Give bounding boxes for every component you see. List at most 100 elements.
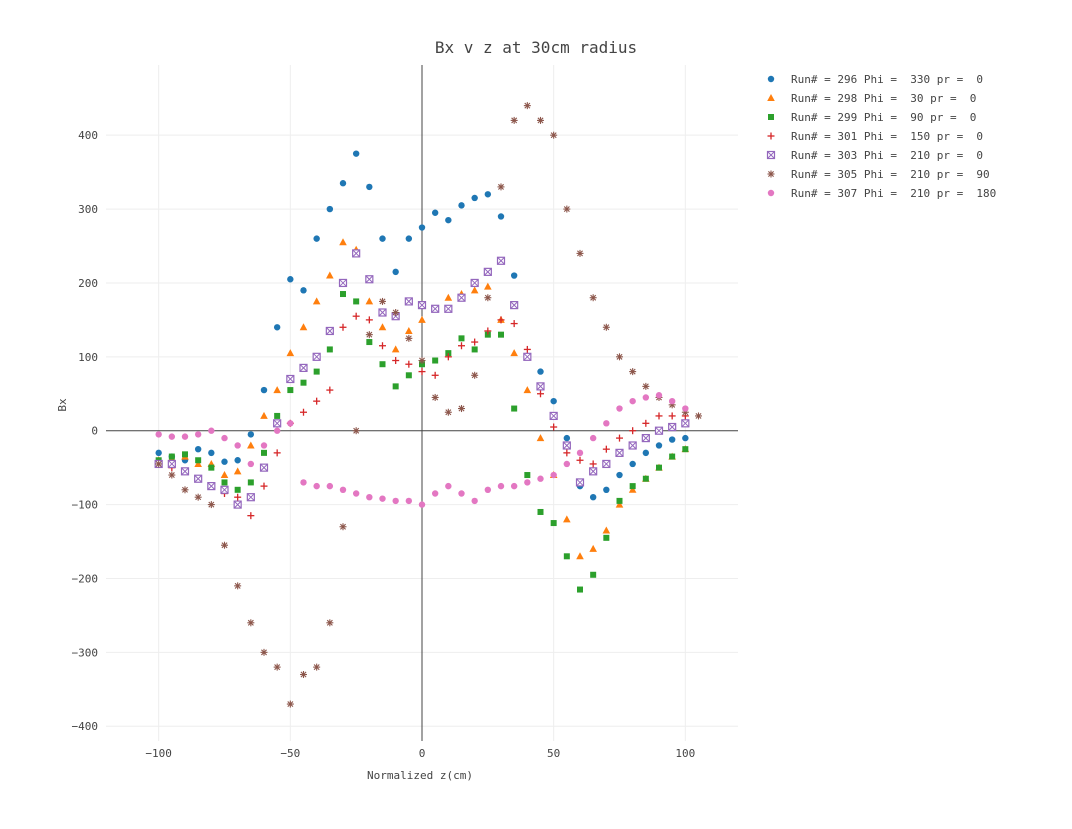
data-point bbox=[233, 467, 242, 475]
legend-item[interactable]: Run# = 305 Phi = 210 pr = 90 bbox=[767, 168, 990, 181]
data-point bbox=[629, 368, 637, 376]
data-point bbox=[167, 459, 176, 469]
data-point bbox=[510, 349, 518, 357]
data-point bbox=[563, 205, 571, 213]
data-point bbox=[668, 397, 676, 405]
data-point bbox=[550, 397, 557, 405]
data-point bbox=[353, 298, 360, 305]
legend-label: Run# = 299 Phi = 90 pr = 0 bbox=[791, 111, 976, 124]
data-point bbox=[682, 434, 689, 442]
data-point bbox=[563, 553, 570, 560]
data-point bbox=[524, 479, 531, 486]
data-point bbox=[312, 352, 321, 361]
legend-item[interactable]: Run# = 307 Phi = 210 pr = 180 bbox=[767, 187, 997, 200]
legend-item[interactable]: Run# = 299 Phi = 90 pr = 0 bbox=[768, 111, 976, 124]
data-point bbox=[523, 352, 532, 361]
data-point bbox=[550, 131, 558, 139]
legend-item[interactable]: Run# = 296 Phi = 330 pr = 0 bbox=[767, 73, 983, 86]
data-point bbox=[537, 475, 544, 482]
data-point bbox=[589, 467, 598, 476]
data-point bbox=[575, 478, 585, 487]
data-point bbox=[365, 316, 373, 324]
data-point bbox=[379, 495, 386, 502]
y-tick-label: 0 bbox=[91, 425, 98, 438]
data-point bbox=[589, 434, 597, 442]
data-point bbox=[668, 422, 677, 432]
data-point bbox=[340, 291, 346, 298]
data-point bbox=[405, 360, 413, 368]
data-point bbox=[260, 411, 268, 419]
data-point bbox=[458, 405, 465, 413]
data-point bbox=[616, 497, 623, 504]
legend-marker bbox=[766, 150, 776, 160]
data-point bbox=[274, 412, 281, 419]
data-point bbox=[510, 320, 518, 328]
data-point bbox=[246, 493, 255, 502]
data-point bbox=[510, 116, 518, 124]
data-point bbox=[458, 335, 465, 342]
legend-item[interactable]: Run# = 301 Phi = 150 pr = 0 bbox=[767, 130, 984, 143]
data-point bbox=[379, 297, 386, 305]
data-point bbox=[471, 338, 479, 346]
data-point bbox=[379, 361, 386, 368]
data-point bbox=[524, 472, 531, 479]
data-point bbox=[471, 497, 478, 505]
y-tick-label: −300 bbox=[72, 646, 99, 659]
data-point bbox=[168, 471, 176, 479]
legend-item[interactable]: Run# = 303 Phi = 210 pr = 0 bbox=[766, 149, 984, 162]
data-point bbox=[549, 411, 558, 421]
x-axis-title: Normalized z(cm) bbox=[367, 769, 473, 782]
data-point bbox=[221, 541, 228, 549]
data-point bbox=[431, 490, 439, 497]
data-point bbox=[628, 441, 637, 450]
data-point bbox=[287, 387, 294, 394]
data-point bbox=[470, 286, 479, 294]
data-point bbox=[180, 467, 190, 476]
legend-label: Run# = 305 Phi = 210 pr = 90 bbox=[791, 168, 990, 181]
data-point bbox=[589, 460, 597, 468]
data-point bbox=[181, 486, 189, 494]
data-point bbox=[378, 323, 387, 331]
data-point bbox=[234, 457, 241, 464]
data-point bbox=[404, 297, 413, 306]
data-point bbox=[484, 294, 492, 302]
data-point bbox=[405, 235, 413, 242]
data-point bbox=[339, 486, 347, 494]
legend: Run# = 296 Phi = 330 pr = 0 Run# = 298 Ph… bbox=[766, 73, 997, 200]
data-point bbox=[589, 493, 597, 501]
data-point bbox=[668, 412, 676, 420]
data-point bbox=[615, 448, 624, 457]
data-point bbox=[339, 238, 347, 246]
y-tick-label: −400 bbox=[72, 720, 99, 733]
data-point bbox=[391, 345, 400, 353]
legend-marker bbox=[767, 170, 775, 178]
data-point bbox=[419, 361, 425, 368]
legend-item[interactable]: Run# = 298 Phi = 30 pr = 0 bbox=[767, 92, 976, 105]
data-point bbox=[286, 700, 294, 708]
data-point bbox=[287, 420, 294, 427]
data-point bbox=[339, 323, 347, 331]
data-point bbox=[563, 515, 571, 523]
data-point bbox=[497, 183, 505, 191]
data-point bbox=[220, 485, 229, 494]
data-point bbox=[642, 382, 650, 390]
data-point bbox=[629, 397, 636, 405]
data-point bbox=[642, 449, 650, 457]
data-point bbox=[523, 345, 531, 353]
x-tick-label: 0 bbox=[419, 747, 426, 760]
data-point bbox=[484, 327, 492, 335]
data-point bbox=[417, 301, 427, 310]
data-point bbox=[589, 294, 597, 302]
data-point bbox=[603, 486, 610, 494]
data-point bbox=[247, 441, 255, 449]
y-tick-label: 400 bbox=[78, 129, 98, 142]
data-point bbox=[484, 282, 492, 290]
data-point bbox=[260, 648, 268, 656]
data-point bbox=[352, 427, 360, 435]
data-point bbox=[496, 256, 506, 265]
data-point bbox=[536, 382, 545, 391]
data-point bbox=[379, 342, 386, 350]
data-point bbox=[313, 663, 321, 671]
data-point bbox=[313, 397, 321, 405]
data-point bbox=[563, 449, 571, 457]
